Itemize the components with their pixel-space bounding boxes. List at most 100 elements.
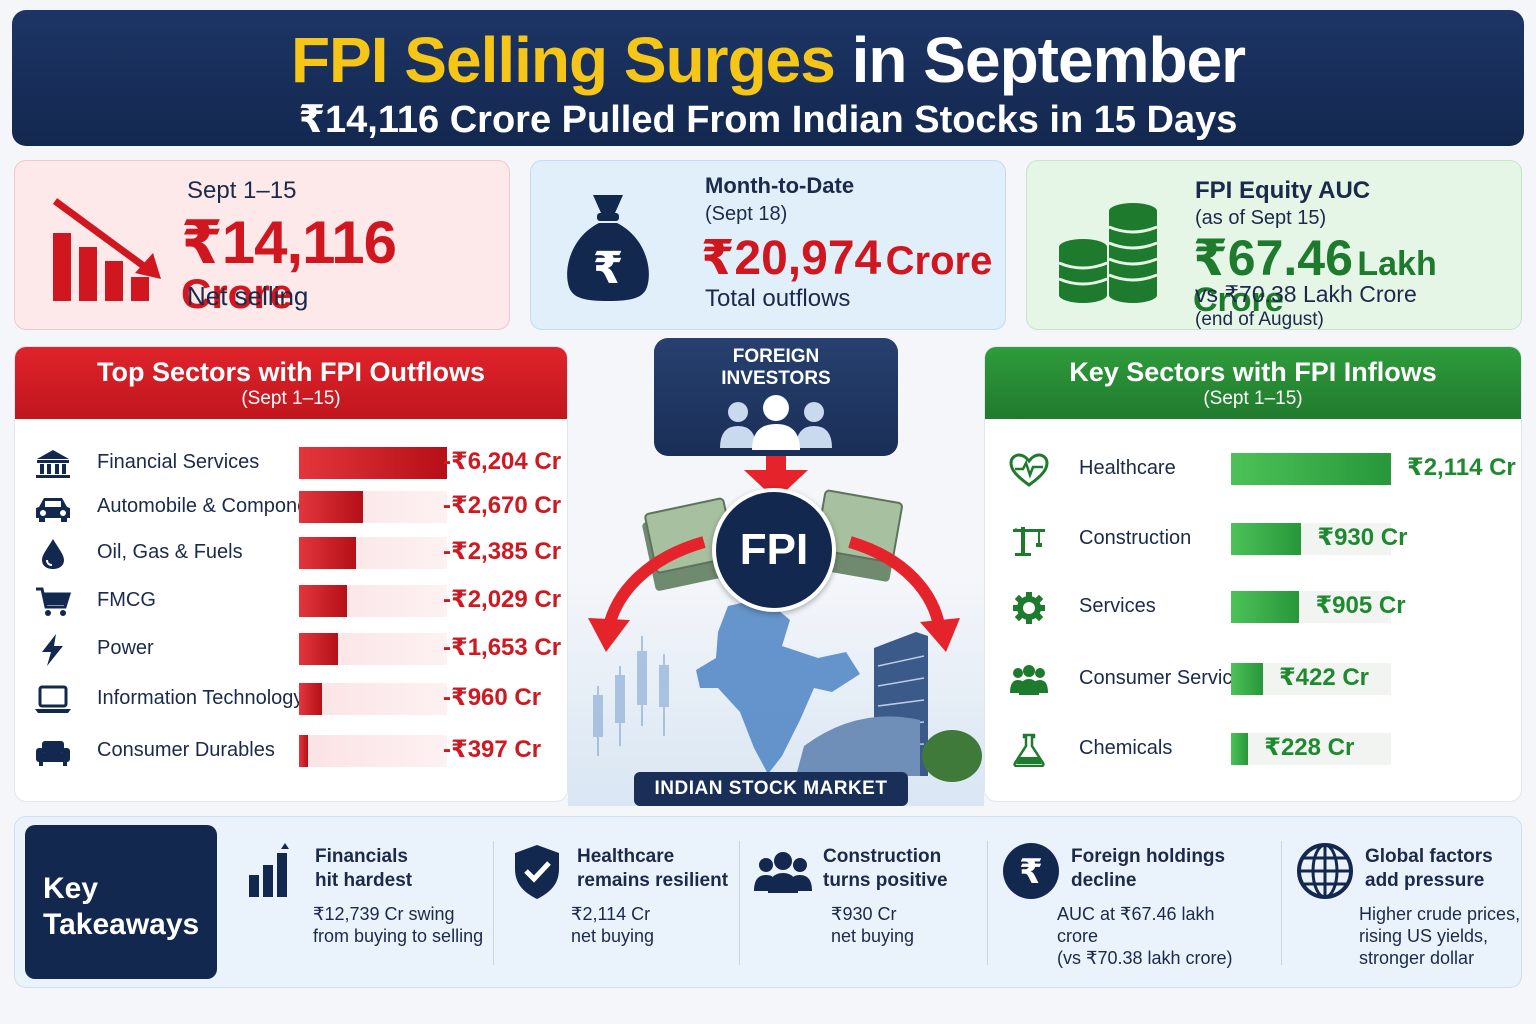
inflow-row-consumer-services: Consumer Services ₹422 Cr (985, 659, 1521, 699)
takeaway-item: Construction turns positive ₹930 Cr net buy… (753, 827, 1003, 977)
takeaway-heading: Global factors add pressure (1365, 846, 1493, 891)
outflow-row-consumer-durables: Consumer Durables -₹397 Cr (15, 731, 567, 771)
outflow-value: -₹960 Cr (443, 684, 542, 711)
outflows-period: (Sept 1–15) (241, 388, 341, 409)
investors-icon (720, 395, 832, 450)
net-selling-card: Sept 1–15 ₹14,116 Crore Net selling (14, 160, 510, 330)
net-selling-caption: Net selling (187, 281, 309, 311)
money-bag-icon: ₹ (567, 195, 649, 301)
outflow-sector-name: Automobile & Components (97, 495, 335, 517)
svg-text:₹: ₹ (1019, 852, 1043, 892)
inflow-bar-track (1231, 523, 1391, 555)
fpi-circle: FPI (712, 488, 836, 612)
outflow-bar-track (299, 735, 447, 767)
outflow-bar (299, 585, 348, 617)
outflow-bar (299, 633, 339, 665)
gear-icon (1009, 591, 1051, 624)
inflow-row-construction: Construction ₹930 Cr (985, 519, 1521, 559)
outflow-row-automobile-and-components: Automobile & Components -₹2,670 Cr (15, 487, 567, 527)
outflow-bar (299, 683, 322, 715)
takeaway-detail: ₹930 Cr net buying (831, 904, 915, 946)
takeaway-heading: Healthcare remains resilient (577, 846, 729, 891)
laptop-icon (33, 683, 75, 715)
right-curve-arrow (848, 536, 946, 632)
inflow-bar (1231, 453, 1391, 485)
outflow-sector-name: Oil, Gas & Fuels (97, 541, 243, 563)
group-icon (753, 841, 813, 901)
outflow-bar-track (299, 683, 447, 715)
outflow-row-information-technology: Information Technology -₹960 Cr (15, 679, 567, 719)
page-title: FPI Selling Surges in September (12, 22, 1524, 98)
inflows-panel: Key Sectors with FPI Inflows (Sept 1–15)… (984, 346, 1522, 802)
outflow-row-power: Power -₹1,653 Cr (15, 629, 567, 669)
net-selling-amount: ₹14,116 Crore (181, 209, 397, 317)
auc-amount: ₹67.46 Lakh Crore (1193, 230, 1437, 319)
takeaway-item: ₹ Foreign holdings decline AUC at ₹67.46 la… (1001, 827, 1251, 977)
takeaway-divider (1281, 841, 1282, 965)
inflow-value: ₹905 Cr (1315, 592, 1406, 619)
inflow-bar (1231, 663, 1263, 695)
auc-date: (as of Sept 15) (1195, 207, 1327, 229)
inflow-bar (1231, 523, 1302, 555)
inflow-row-services: Services ₹905 Cr (985, 587, 1521, 627)
mtd-amount: ₹20,974 Crore (701, 232, 993, 285)
inflow-row-healthcare: Healthcare ₹2,114 Cr (985, 449, 1521, 489)
inflow-sector-name: Consumer Services (1079, 667, 1254, 689)
outflow-bar (299, 491, 363, 523)
svg-text:₹: ₹ (593, 243, 624, 294)
net-selling-period: Sept 1–15 (187, 177, 297, 204)
mtd-label: Month-to-Date (705, 173, 855, 198)
outflow-bar-track (299, 537, 447, 569)
outflow-value: -₹397 Cr (443, 736, 542, 763)
sofa-icon (33, 735, 75, 767)
outflow-sector-name: FMCG (97, 589, 156, 611)
foreign-investors-label: FOREIGN INVESTORS (721, 346, 831, 389)
outflow-bar-track (299, 585, 447, 617)
globe-icon (1295, 841, 1355, 901)
equity-auc-card: FPI Equity AUC (as of Sept 15) ₹67.46 La… (1026, 160, 1522, 330)
bar-chart-icon (245, 841, 305, 901)
lightning-icon (33, 633, 75, 666)
inflow-sector-name: Healthcare (1079, 457, 1176, 479)
takeaway-heading: Foreign holdings decline (1071, 846, 1226, 891)
month-to-date-card: ₹ Month-to-Date (Sept 18) ₹20,974 Crore … (530, 160, 1006, 330)
takeaway-detail: ₹2,114 Cr net buying (571, 904, 655, 946)
outflow-sector-name: Power (97, 637, 154, 659)
coin-stack-icon (1058, 203, 1158, 303)
auc-label: FPI Equity AUC (1195, 177, 1371, 204)
page-subtitle: ₹14,116 Crore Pulled From Indian Stocks … (298, 99, 1238, 141)
market-backdrop (568, 452, 984, 806)
takeaway-item: Healthcare remains resilient ₹2,114 Cr net … (507, 827, 757, 977)
inflow-sector-name: Services (1079, 595, 1156, 617)
header-banner: FPI Selling Surges in September ₹14,116 … (12, 10, 1524, 146)
inflow-sector-name: Construction (1079, 527, 1192, 549)
takeaway-divider (493, 841, 494, 965)
inflow-bar-track (1231, 663, 1391, 695)
indian-stock-market-label: INDIAN STOCK MARKET (634, 772, 908, 806)
flask-icon (1009, 733, 1051, 768)
left-curve-arrow (602, 536, 706, 632)
outflows-title: Top Sectors with FPI Outflows (96, 357, 485, 387)
center-graphic: FOREIGN INVESTORS FPI INDIAN STOCK MARKE… (568, 336, 984, 806)
outflows-panel: Top Sectors with FPI Outflows (Sept 1–15… (14, 346, 568, 802)
outflows-header: Top Sectors with FPI Outflows (Sept 1–15… (15, 347, 567, 419)
inflow-row-chemicals: Chemicals ₹228 Cr (985, 729, 1521, 769)
people-icon (1009, 663, 1051, 695)
key-takeaways-title: Key Takeaways (25, 825, 217, 979)
inflow-value: ₹2,114 Cr (1407, 454, 1516, 481)
inflow-bar-track (1231, 591, 1391, 623)
declining-bars-icon (52, 198, 161, 301)
inflow-value: ₹930 Cr (1317, 524, 1408, 551)
auc-compare: vs ₹70.38 Lakh Crore (1195, 281, 1417, 307)
outflow-value: -₹2,029 Cr (443, 586, 562, 613)
india-map-shape (696, 598, 860, 774)
inflows-header: Key Sectors with FPI Inflows (Sept 1–15) (985, 347, 1521, 419)
takeaway-detail: Higher crude prices, rising US yields, str… (1359, 904, 1521, 968)
oil-drop-icon (33, 537, 75, 569)
outflow-bar-track (299, 633, 447, 665)
takeaway-item: Financials hit hardest ₹12,739 Cr swing fro… (245, 827, 495, 977)
title-rest: in September (834, 24, 1246, 96)
title-highlight: FPI Selling Surges (290, 24, 836, 96)
bank-icon (33, 447, 75, 479)
shield-check-icon (507, 841, 567, 901)
